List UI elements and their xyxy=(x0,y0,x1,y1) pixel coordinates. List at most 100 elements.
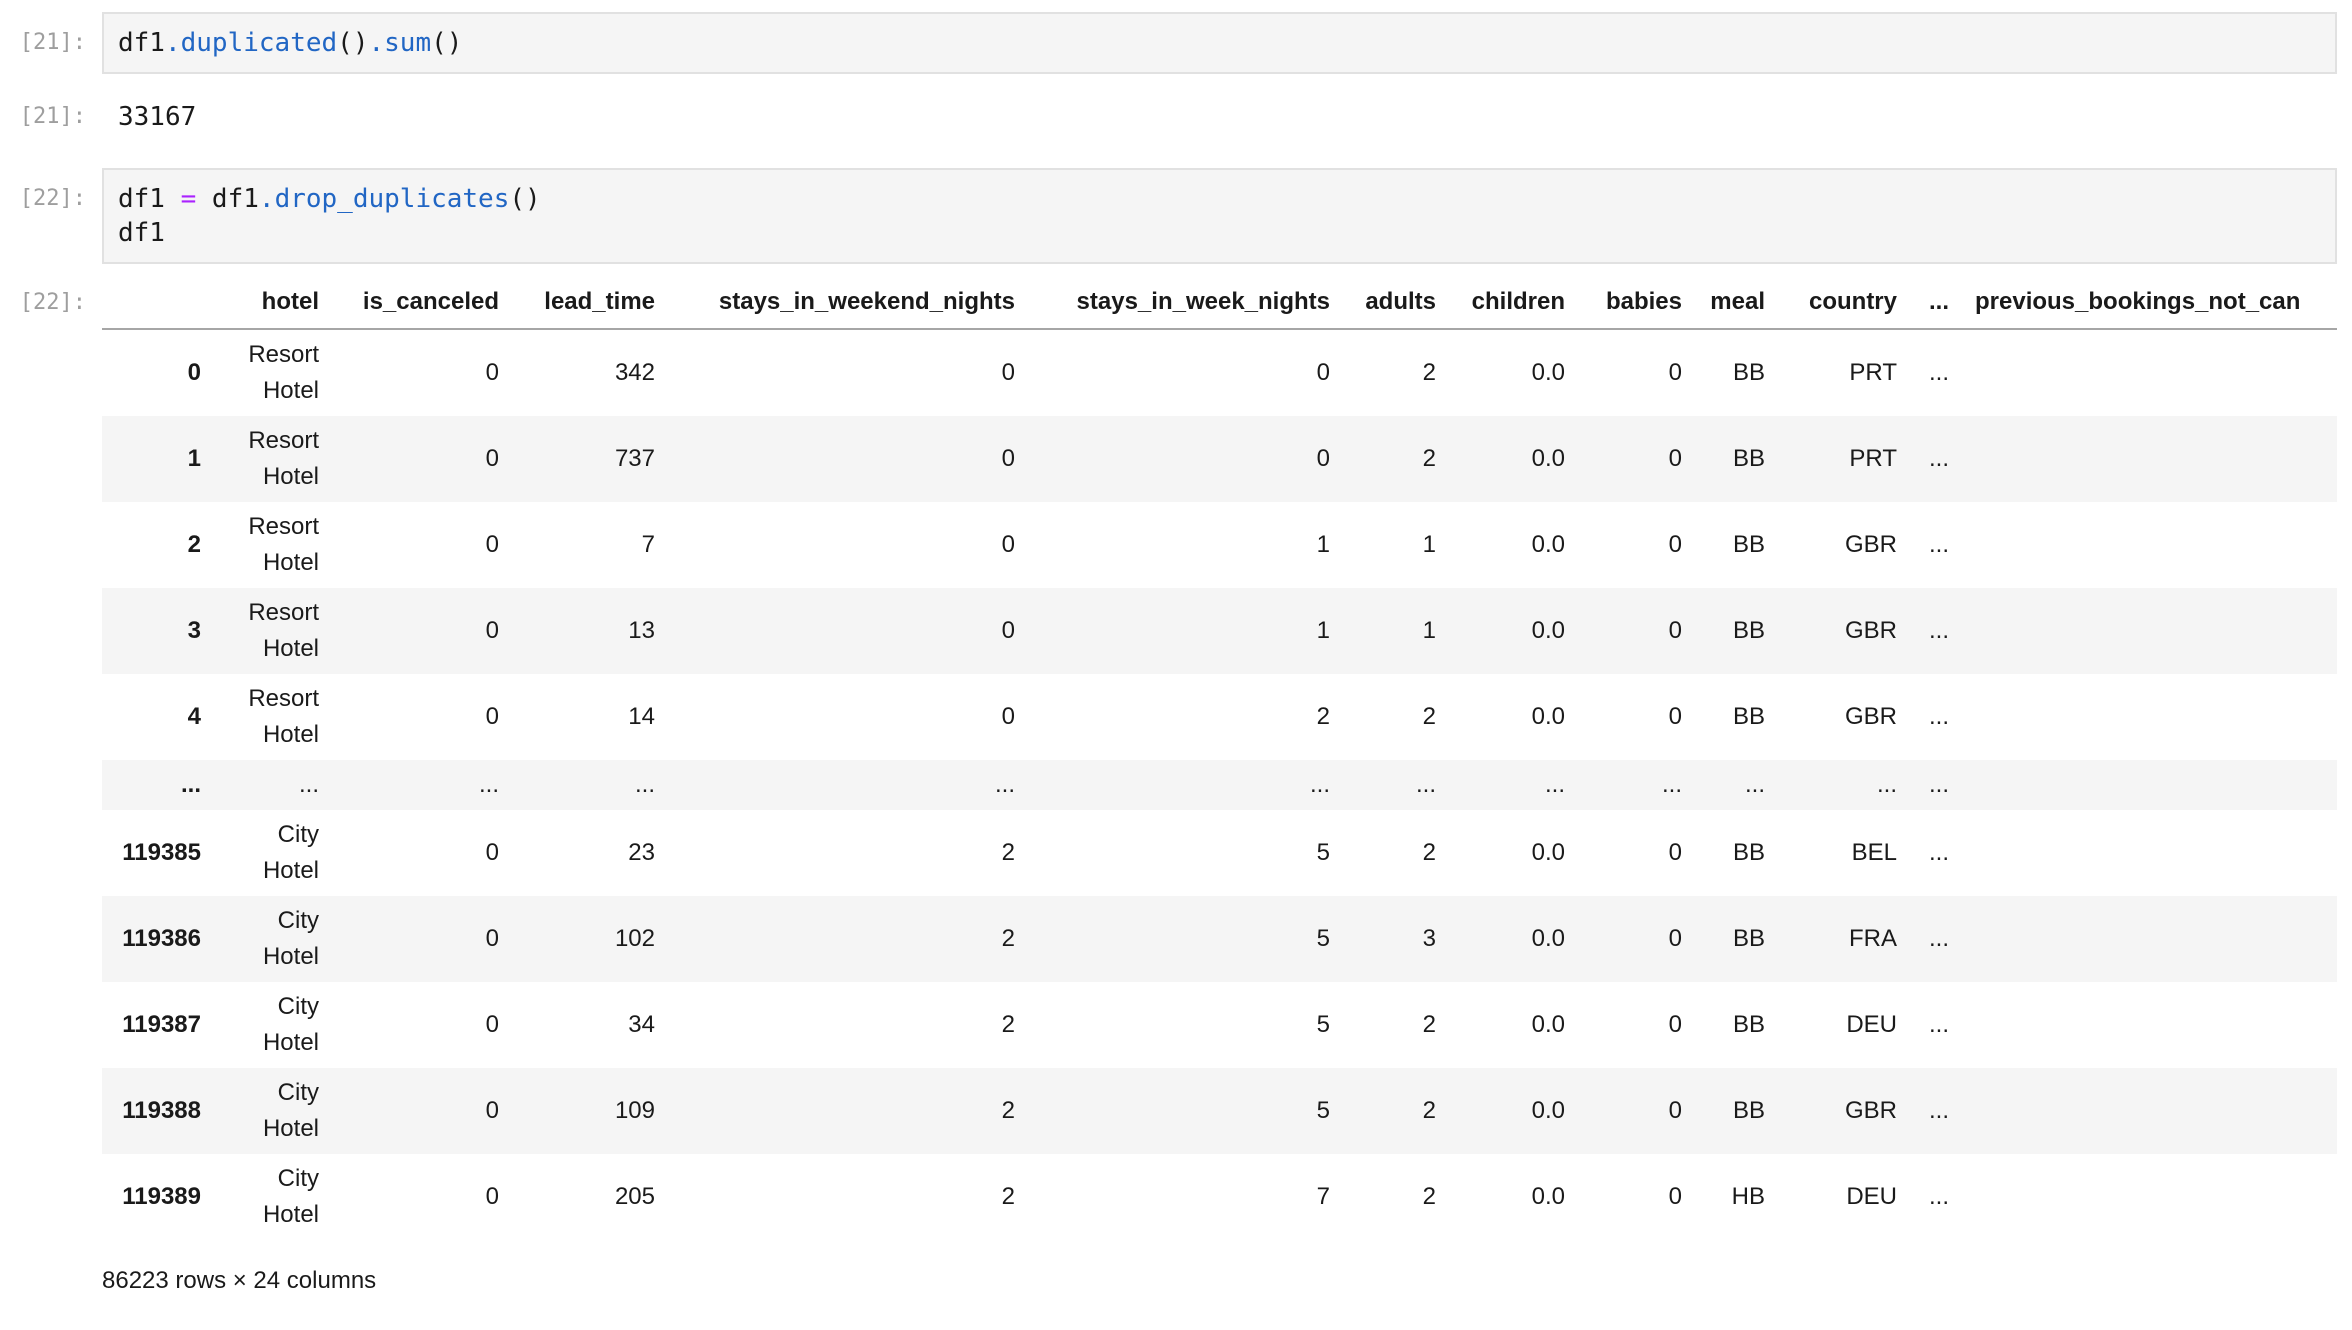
dataframe-scroll-area[interactable]: hotel is_canceled lead_time stays_in_weeken… xyxy=(102,280,2337,1240)
table-cell: 0 xyxy=(485,359,499,386)
table-cell: 0.0 xyxy=(1531,925,1565,952)
table-cell: 0 xyxy=(485,531,499,558)
dataframe-output: hotel is_canceled lead_time stays_in_weeken… xyxy=(102,280,2337,1296)
table-cell: 342 xyxy=(614,359,655,386)
table-cell: BB xyxy=(1732,839,1765,866)
table-cell: City Hotel xyxy=(262,907,319,970)
table-cell: 1 xyxy=(1422,617,1436,644)
code-editor-21[interactable]: df1.duplicated().sum() xyxy=(102,12,2337,74)
row-index: 2 xyxy=(187,531,201,558)
table-cell: ... xyxy=(1928,925,1949,952)
table-cell: ... xyxy=(1928,445,1949,472)
table-cell: 0 xyxy=(485,1097,499,1124)
table-cell: ... xyxy=(1928,617,1949,644)
table-cell: 0.0 xyxy=(1531,839,1565,866)
column-header: children xyxy=(1449,280,1578,330)
code-token-plain: () xyxy=(509,184,541,214)
table-cell: 1 xyxy=(1316,531,1330,558)
table-cell: GBR xyxy=(1844,703,1897,730)
table-cell: FRA xyxy=(1849,925,1897,952)
column-header: previous_bookings_not_can xyxy=(1962,280,2337,330)
table-cell: 205 xyxy=(614,1183,655,1210)
table-cell: PRT xyxy=(1849,445,1897,472)
table-cell: 2 xyxy=(1422,1183,1436,1210)
table-cell: GBR xyxy=(1844,617,1897,644)
table-row: 119386 City Hotel 0 102 2 5 3 0.0 0 BB FRA... xyxy=(102,896,2337,982)
code-cell-22: [22]: df1 = df1.drop_duplicates() df1 xyxy=(0,168,2352,264)
table-row: .................................... xyxy=(102,760,2337,810)
table-cell: ... xyxy=(1928,1183,1949,1210)
table-cell: ... xyxy=(1544,771,1565,798)
table-cell xyxy=(1962,982,2337,1068)
code-token-operator: = xyxy=(180,184,197,214)
table-row: 119387 City Hotel 0 34 2 5 2 0.0 0 BB DEU... xyxy=(102,982,2337,1068)
table-cell: HB xyxy=(1731,1183,1765,1210)
table-row: 119388 City Hotel 0 109 2 5 2 0.0 0 BB GBR... xyxy=(102,1068,2337,1154)
row-index: 119386 xyxy=(122,925,201,952)
table-cell: 2 xyxy=(1001,1011,1015,1038)
table-cell: 0.0 xyxy=(1531,703,1565,730)
table-cell: 2 xyxy=(1422,839,1436,866)
table-cell: City Hotel xyxy=(262,1079,319,1142)
table-row: 119389 City Hotel 0 205 2 7 2 0.0 0 HB DEU... xyxy=(102,1154,2337,1240)
table-cell: ... xyxy=(1928,531,1949,558)
table-cell: 737 xyxy=(614,445,655,472)
table-cell xyxy=(1962,416,2337,502)
table-cell: ... xyxy=(1928,1011,1949,1038)
table-row: 0 Resort Hotel 0 342 0 0 2 0.0 0 BB PRT... xyxy=(102,329,2337,416)
header-row: hotel is_canceled lead_time stays_in_weeken… xyxy=(102,280,2337,330)
table-cell: 0 xyxy=(485,1011,499,1038)
table-cell: 2 xyxy=(1001,925,1015,952)
table-cell: 0.0 xyxy=(1531,1011,1565,1038)
table-cell xyxy=(1962,1154,2337,1240)
code-line: df1 xyxy=(118,216,2321,250)
table-cell: 2 xyxy=(1422,1011,1436,1038)
table-cell: BB xyxy=(1732,1011,1765,1038)
table-cell: 0.0 xyxy=(1531,359,1565,386)
table-cell: 0 xyxy=(1668,1183,1682,1210)
table-cell: ... xyxy=(1309,771,1330,798)
table-cell: 0.0 xyxy=(1531,1097,1565,1124)
table-cell: 102 xyxy=(614,925,655,952)
table-cell: ... xyxy=(1661,771,1682,798)
table-cell: 34 xyxy=(628,1011,655,1038)
table-cell: ... xyxy=(1928,359,1949,386)
row-index: 3 xyxy=(187,617,201,644)
notebook: [21]: df1.duplicated().sum() [21]: 33167… xyxy=(0,12,2352,1296)
table-cell: BB xyxy=(1732,1097,1765,1124)
output-cell-21: [21]: 33167 xyxy=(0,100,2352,134)
table-cell: 2 xyxy=(1001,1097,1015,1124)
table-cell: 7 xyxy=(1316,1183,1330,1210)
table-cell xyxy=(1962,810,2337,896)
column-header: stays_in_weekend_nights xyxy=(668,280,1028,330)
code-token-plain: () xyxy=(337,28,369,58)
table-cell: 5 xyxy=(1316,839,1330,866)
table-cell: 0 xyxy=(1668,1011,1682,1038)
table-cell: City Hotel xyxy=(262,821,319,884)
code-editor-22[interactable]: df1 = df1.drop_duplicates() df1 xyxy=(102,168,2337,264)
table-cell: GBR xyxy=(1844,531,1897,558)
table-cell: 0 xyxy=(1001,531,1015,558)
code-token-method: . xyxy=(258,184,275,214)
table-cell: 0 xyxy=(1668,925,1682,952)
column-header: hotel xyxy=(214,280,332,330)
code-token-method: . xyxy=(368,28,385,58)
table-cell: 0 xyxy=(1668,617,1682,644)
table-row: 4 Resort Hotel 0 14 0 2 2 0.0 0 BB GBR... xyxy=(102,674,2337,760)
code-token-plain: df1 xyxy=(118,218,165,248)
table-cell: 0.0 xyxy=(1531,617,1565,644)
table-cell: 0.0 xyxy=(1531,1183,1565,1210)
table-cell: 5 xyxy=(1316,1097,1330,1124)
table-cell: 0 xyxy=(1668,359,1682,386)
row-index: 119389 xyxy=(122,1183,201,1210)
table-cell: BB xyxy=(1732,617,1765,644)
row-index: 0 xyxy=(187,359,201,386)
table-cell: City Hotel xyxy=(262,1165,319,1228)
column-header: stays_in_week_nights xyxy=(1028,280,1343,330)
row-index: 119388 xyxy=(122,1097,201,1124)
dataframe-table: hotel is_canceled lead_time stays_in_weeken… xyxy=(102,280,2337,1240)
row-index: 1 xyxy=(187,445,201,472)
column-header: meal xyxy=(1695,280,1778,330)
output-value-21: 33167 xyxy=(118,102,197,132)
table-cell: 7 xyxy=(641,531,655,558)
